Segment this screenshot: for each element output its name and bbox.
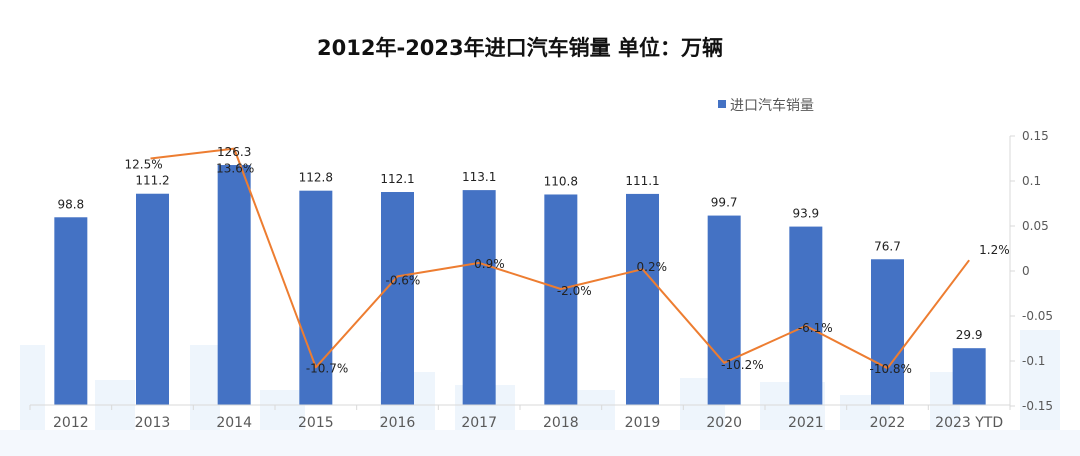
x-tick-label: 2017 bbox=[461, 415, 497, 431]
growth-rate-label: -10.8% bbox=[870, 362, 912, 376]
x-tick-label: 2022 bbox=[870, 415, 906, 431]
x-tick-label: 2023 YTD bbox=[935, 415, 1003, 431]
growth-rate-label: 13.6% bbox=[216, 162, 254, 176]
y-right-tick-label: -0.1 bbox=[1022, 354, 1045, 368]
x-tick-label: 2014 bbox=[216, 415, 252, 431]
bar-2015 bbox=[299, 190, 333, 405]
axes: 2012 2013 2014 2015 2016 2017 2018 2019 2020 2021… bbox=[29, 129, 1053, 431]
bar-value-label: 76.7 bbox=[874, 239, 901, 253]
growth-rate-label: -10.7% bbox=[306, 361, 348, 375]
x-tick-label: 2012 bbox=[53, 415, 89, 431]
bar-value-label: 126.3 bbox=[217, 145, 251, 159]
chart-title: 2012年-2023年进口汽车销量 单位：万辆 bbox=[317, 36, 723, 60]
bar-value-label: 98.8 bbox=[57, 197, 84, 211]
x-tick-label: 2019 bbox=[625, 415, 661, 431]
bar-2018 bbox=[544, 194, 578, 405]
growth-rate-line bbox=[150, 147, 970, 370]
bar-2020 bbox=[707, 215, 741, 405]
x-tick-label: 2021 bbox=[788, 415, 824, 431]
bar-2012 bbox=[54, 217, 88, 405]
bar-value-label: 111.1 bbox=[625, 174, 659, 188]
y-right-tick-label: 0.1 bbox=[1022, 174, 1041, 188]
data-labels: 98.8 111.2 126.3 112.8 112.1 113.1 110.8 111.1 9… bbox=[57, 145, 1009, 376]
y-right-tick-label: 0.15 bbox=[1022, 129, 1049, 143]
growth-rate-label: -10.2% bbox=[721, 358, 763, 372]
bar-value-label: 111.2 bbox=[135, 174, 169, 188]
bar-value-label: 99.7 bbox=[711, 196, 738, 210]
bar-2016 bbox=[381, 192, 414, 405]
bar-value-label: 112.8 bbox=[299, 171, 333, 185]
growth-rate-label: 0.9% bbox=[474, 257, 505, 271]
y-right-tick-label: 0.05 bbox=[1022, 219, 1049, 233]
x-tick-label: 2016 bbox=[380, 415, 416, 431]
x-tick-label: 2020 bbox=[706, 415, 742, 431]
x-tick-label: 2013 bbox=[135, 415, 171, 431]
growth-rate-label: -2.0% bbox=[557, 284, 592, 298]
bar-2022 bbox=[871, 259, 904, 405]
bar-value-label: 29.9 bbox=[956, 328, 983, 342]
legend: 进口汽车销量 bbox=[718, 97, 814, 114]
bar-2021 bbox=[789, 226, 823, 405]
x-tick-label: 2015 bbox=[298, 415, 334, 431]
growth-rate-label: 12.5% bbox=[125, 158, 163, 172]
bar-2017 bbox=[462, 190, 496, 405]
background-decoration bbox=[0, 330, 1080, 456]
legend-swatch bbox=[718, 100, 726, 108]
bar-value-label: 93.9 bbox=[792, 207, 819, 221]
growth-rate-label: -6.1% bbox=[798, 321, 833, 335]
bar-2014 bbox=[217, 165, 251, 405]
background-ground bbox=[0, 430, 1080, 456]
y-right-tick-label: 0 bbox=[1022, 264, 1030, 278]
x-tick-label: 2018 bbox=[543, 415, 579, 431]
bar-2013 bbox=[136, 193, 169, 405]
growth-rate-label: 0.2% bbox=[637, 260, 668, 274]
y-right-tick-label: -0.15 bbox=[1022, 399, 1053, 413]
growth-rate-label: 1.2% bbox=[979, 243, 1010, 257]
legend-label: 进口汽车销量 bbox=[730, 97, 814, 114]
y-right-tick-label: -0.05 bbox=[1022, 309, 1053, 323]
bar-value-label: 110.8 bbox=[544, 174, 578, 188]
bar-value-label: 112.1 bbox=[380, 172, 414, 186]
growth-line bbox=[150, 147, 970, 370]
bars bbox=[54, 165, 986, 405]
bar-2019 bbox=[626, 193, 659, 405]
growth-rate-label: -0.6% bbox=[386, 273, 421, 287]
bar-2023-ytd bbox=[952, 348, 986, 405]
bar-value-label: 113.1 bbox=[462, 170, 496, 184]
